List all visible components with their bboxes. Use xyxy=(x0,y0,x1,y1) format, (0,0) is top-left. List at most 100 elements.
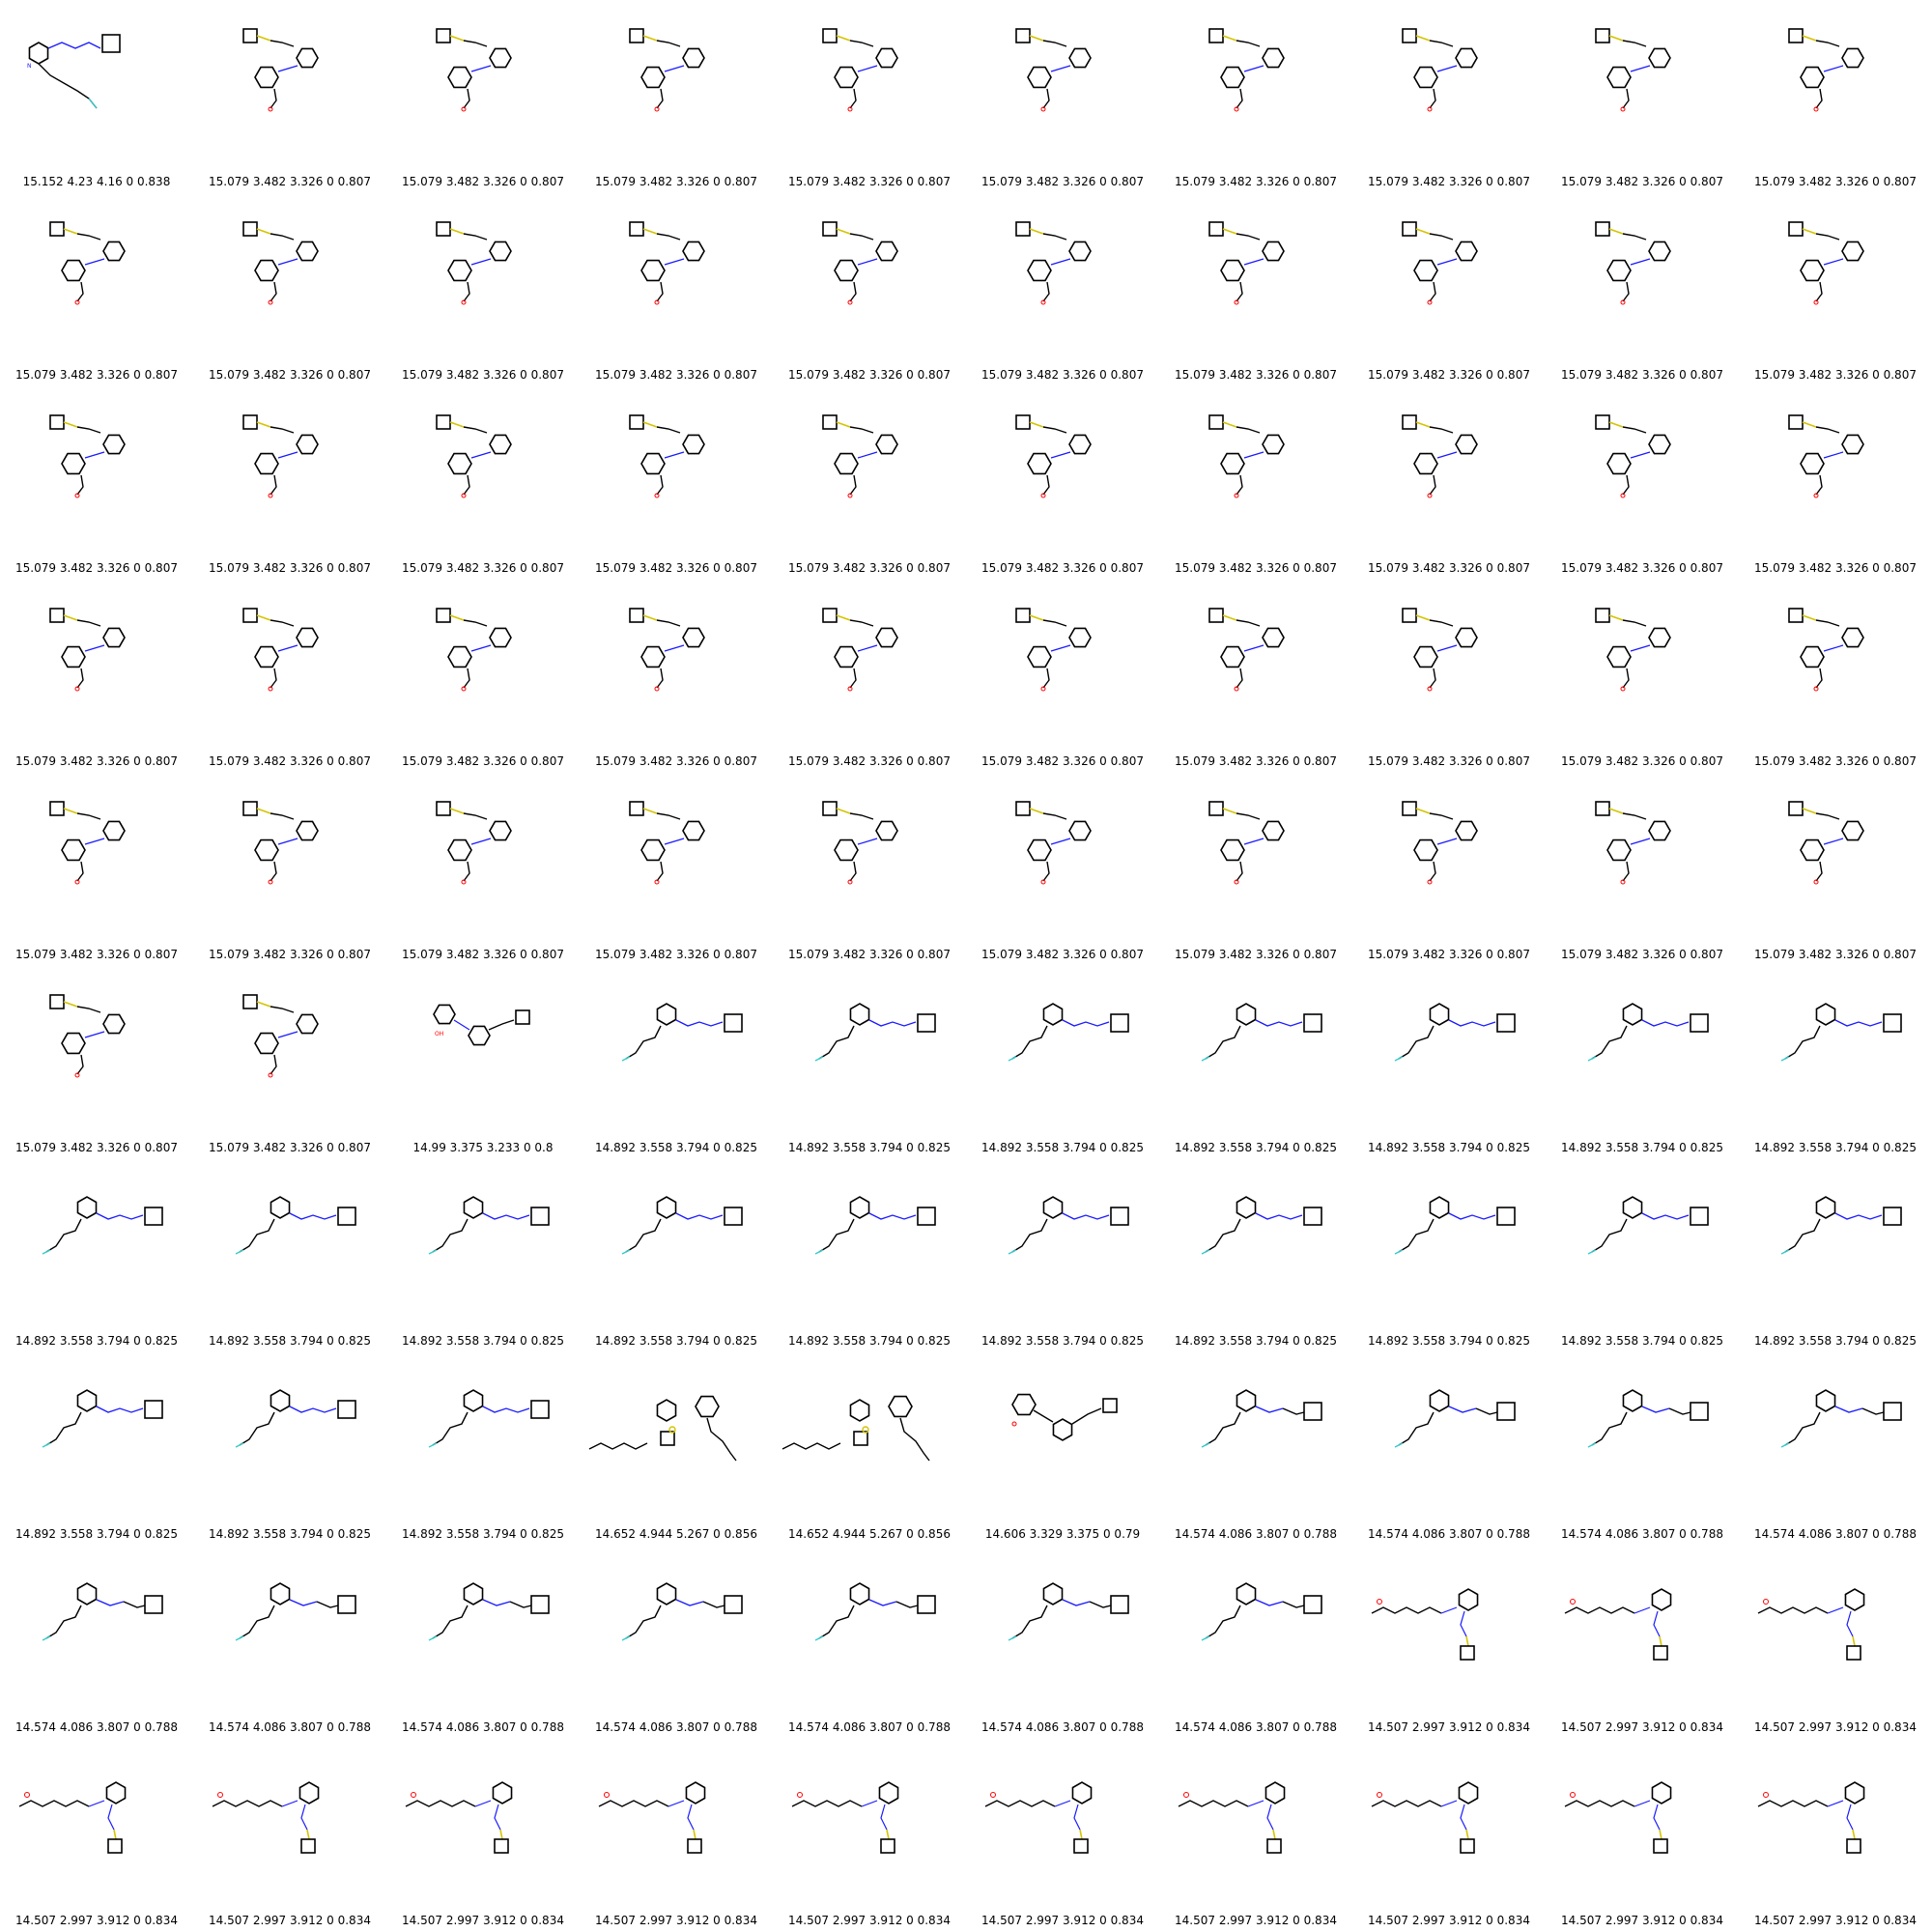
molecule-structure xyxy=(1011,1393,1118,1441)
score-label: 15.079 3.482 3.326 0 0.807 xyxy=(209,561,371,575)
score-label: 14.892 3.558 3.794 0 0.825 xyxy=(15,1334,178,1348)
score-label: 15.079 3.482 3.326 0 0.807 xyxy=(788,948,951,961)
molecule-cell: 14.574 4.086 3.807 0 0.788 xyxy=(0,1546,193,1739)
molecule-structure xyxy=(18,1781,127,1854)
molecule-cell: 14.507 2.997 3.912 0 0.834 xyxy=(1352,1739,1546,1932)
score-label: 15.079 3.482 3.326 0 0.807 xyxy=(1368,368,1530,382)
molecule-structure xyxy=(1201,1389,1322,1448)
molecule-cell: 14.892 3.558 3.794 0 0.825 xyxy=(386,1352,580,1546)
molecule-cell: 14.892 3.558 3.794 0 0.825 xyxy=(966,1159,1159,1352)
score-label: 15.079 3.482 3.326 0 0.807 xyxy=(402,175,564,188)
molecule-structure xyxy=(1008,1196,1129,1255)
score-label: 14.507 2.997 3.912 0 0.834 xyxy=(1754,1720,1917,1734)
score-label: 14.99 3.375 3.233 0 0.8 xyxy=(412,1141,554,1154)
molecule-cell: 14.606 3.329 3.375 0 0.79 xyxy=(966,1352,1159,1546)
molecule-structure xyxy=(822,801,898,885)
molecule-cell: 14.574 4.086 3.807 0 0.788 xyxy=(193,1546,386,1739)
score-label: 15.079 3.482 3.326 0 0.807 xyxy=(1754,175,1917,188)
molecule-structure xyxy=(1402,414,1478,498)
molecule-structure xyxy=(984,1781,1093,1854)
molecule-structure xyxy=(49,221,126,305)
molecule-structure xyxy=(1015,414,1092,498)
molecule-cell: 14.507 2.997 3.912 0 0.834 xyxy=(1546,1546,1739,1739)
molecule-structure xyxy=(791,1781,899,1854)
molecule-structure xyxy=(1402,221,1478,305)
molecule-cell: 15.079 3.482 3.326 0 0.807 xyxy=(1352,0,1546,193)
molecule-structure xyxy=(242,28,319,112)
molecule-structure xyxy=(629,414,705,498)
molecule-cell: 15.079 3.482 3.326 0 0.807 xyxy=(193,966,386,1159)
molecule-cell: 15.079 3.482 3.326 0 0.807 xyxy=(773,773,966,966)
score-label: 14.892 3.558 3.794 0 0.825 xyxy=(1754,1141,1917,1154)
score-label: 15.079 3.482 3.326 0 0.807 xyxy=(209,368,371,382)
score-label: 14.574 4.086 3.807 0 0.788 xyxy=(402,1720,564,1734)
molecule-structure xyxy=(1015,608,1092,692)
molecule-cell: 15.079 3.482 3.326 0 0.807 xyxy=(1352,386,1546,580)
molecule-cell: 15.079 3.482 3.326 0 0.807 xyxy=(0,966,193,1159)
score-label: 15.079 3.482 3.326 0 0.807 xyxy=(1754,754,1917,768)
score-label: 15.079 3.482 3.326 0 0.807 xyxy=(788,368,951,382)
molecule-structure xyxy=(428,1389,550,1448)
molecule-structure xyxy=(629,28,705,112)
score-label: 15.079 3.482 3.326 0 0.807 xyxy=(15,1141,178,1154)
molecule-cell: 15.079 3.482 3.326 0 0.807 xyxy=(193,773,386,966)
molecule-cell: 14.892 3.558 3.794 0 0.825 xyxy=(1546,966,1739,1159)
score-label: 15.079 3.482 3.326 0 0.807 xyxy=(1368,754,1530,768)
molecule-structure xyxy=(1595,801,1671,885)
score-label: 15.079 3.482 3.326 0 0.807 xyxy=(1368,948,1530,961)
molecule-structure xyxy=(1788,28,1864,112)
score-label: 14.507 2.997 3.912 0 0.834 xyxy=(788,1914,951,1927)
molecule-structure xyxy=(1788,414,1864,498)
score-label: 15.079 3.482 3.326 0 0.807 xyxy=(402,948,564,961)
molecule-cell: 14.574 4.086 3.807 0 0.788 xyxy=(1739,1352,1932,1546)
molecule-structure xyxy=(1788,801,1864,885)
score-label: 15.079 3.482 3.326 0 0.807 xyxy=(15,754,178,768)
score-label: 14.507 2.997 3.912 0 0.834 xyxy=(1561,1914,1723,1927)
molecule-cell: 14.892 3.558 3.794 0 0.825 xyxy=(773,1159,966,1352)
molecule-structure xyxy=(822,608,898,692)
score-label: 15.079 3.482 3.326 0 0.807 xyxy=(15,948,178,961)
molecule-structure xyxy=(1015,28,1092,112)
molecule-structure xyxy=(1008,1582,1129,1641)
score-label: 14.574 4.086 3.807 0 0.788 xyxy=(1175,1527,1337,1541)
molecule-structure xyxy=(436,221,512,305)
molecule-structure xyxy=(42,1389,163,1448)
molecule-structure xyxy=(1402,608,1478,692)
score-label: 15.079 3.482 3.326 0 0.807 xyxy=(1368,175,1530,188)
score-label: 15.079 3.482 3.326 0 0.807 xyxy=(981,561,1144,575)
molecule-structure xyxy=(629,801,705,885)
score-label: 14.574 4.086 3.807 0 0.788 xyxy=(981,1720,1144,1734)
molecule-cell: 14.507 2.997 3.912 0 0.834 xyxy=(193,1739,386,1932)
score-label: 14.574 4.086 3.807 0 0.788 xyxy=(15,1720,178,1734)
molecule-cell: 15.079 3.482 3.326 0 0.807 xyxy=(966,580,1159,773)
molecule-cell: 15.079 3.482 3.326 0 0.807 xyxy=(0,193,193,386)
score-label: 15.079 3.482 3.326 0 0.807 xyxy=(788,561,951,575)
score-label: 14.507 2.997 3.912 0 0.834 xyxy=(595,1914,757,1927)
score-label: 14.507 2.997 3.912 0 0.834 xyxy=(1175,1914,1337,1927)
molecule-structure xyxy=(1178,1781,1286,1854)
score-label: 14.574 4.086 3.807 0 0.788 xyxy=(209,1720,371,1734)
score-label: 15.079 3.482 3.326 0 0.807 xyxy=(788,175,951,188)
molecule-cell: 14.574 4.086 3.807 0 0.788 xyxy=(1159,1546,1352,1739)
score-label: 15.079 3.482 3.326 0 0.807 xyxy=(209,1141,371,1154)
molecule-cell: 15.079 3.482 3.326 0 0.807 xyxy=(1546,580,1739,773)
score-label: 15.152 4.23 4.16 0 0.838 xyxy=(22,175,171,188)
score-label: 14.892 3.558 3.794 0 0.825 xyxy=(1175,1334,1337,1348)
molecule-structure xyxy=(242,994,319,1078)
svg-text:OH: OH xyxy=(435,1031,443,1037)
molecule-cell: 14.892 3.558 3.794 0 0.825 xyxy=(386,1159,580,1352)
score-label: 15.079 3.482 3.326 0 0.807 xyxy=(402,368,564,382)
molecule-structure xyxy=(1208,608,1285,692)
score-label: 14.892 3.558 3.794 0 0.825 xyxy=(402,1527,564,1541)
molecule-cell: 14.574 4.086 3.807 0 0.788 xyxy=(1352,1352,1546,1546)
score-label: 15.079 3.482 3.326 0 0.807 xyxy=(1754,948,1917,961)
molecule-cell: 15.079 3.482 3.326 0 0.807 xyxy=(386,0,580,193)
score-label: 15.079 3.482 3.326 0 0.807 xyxy=(209,175,371,188)
score-label: 14.574 4.086 3.807 0 0.788 xyxy=(1561,1527,1723,1541)
molecule-structure xyxy=(1371,1781,1479,1854)
molecule-cell: 15.079 3.482 3.326 0 0.807 xyxy=(1159,386,1352,580)
molecule-cell: 15.079 3.482 3.326 0 0.807 xyxy=(966,386,1159,580)
molecule-cell: 14.507 2.997 3.912 0 0.834 xyxy=(1159,1739,1352,1932)
score-label: 15.079 3.482 3.326 0 0.807 xyxy=(1561,368,1723,382)
